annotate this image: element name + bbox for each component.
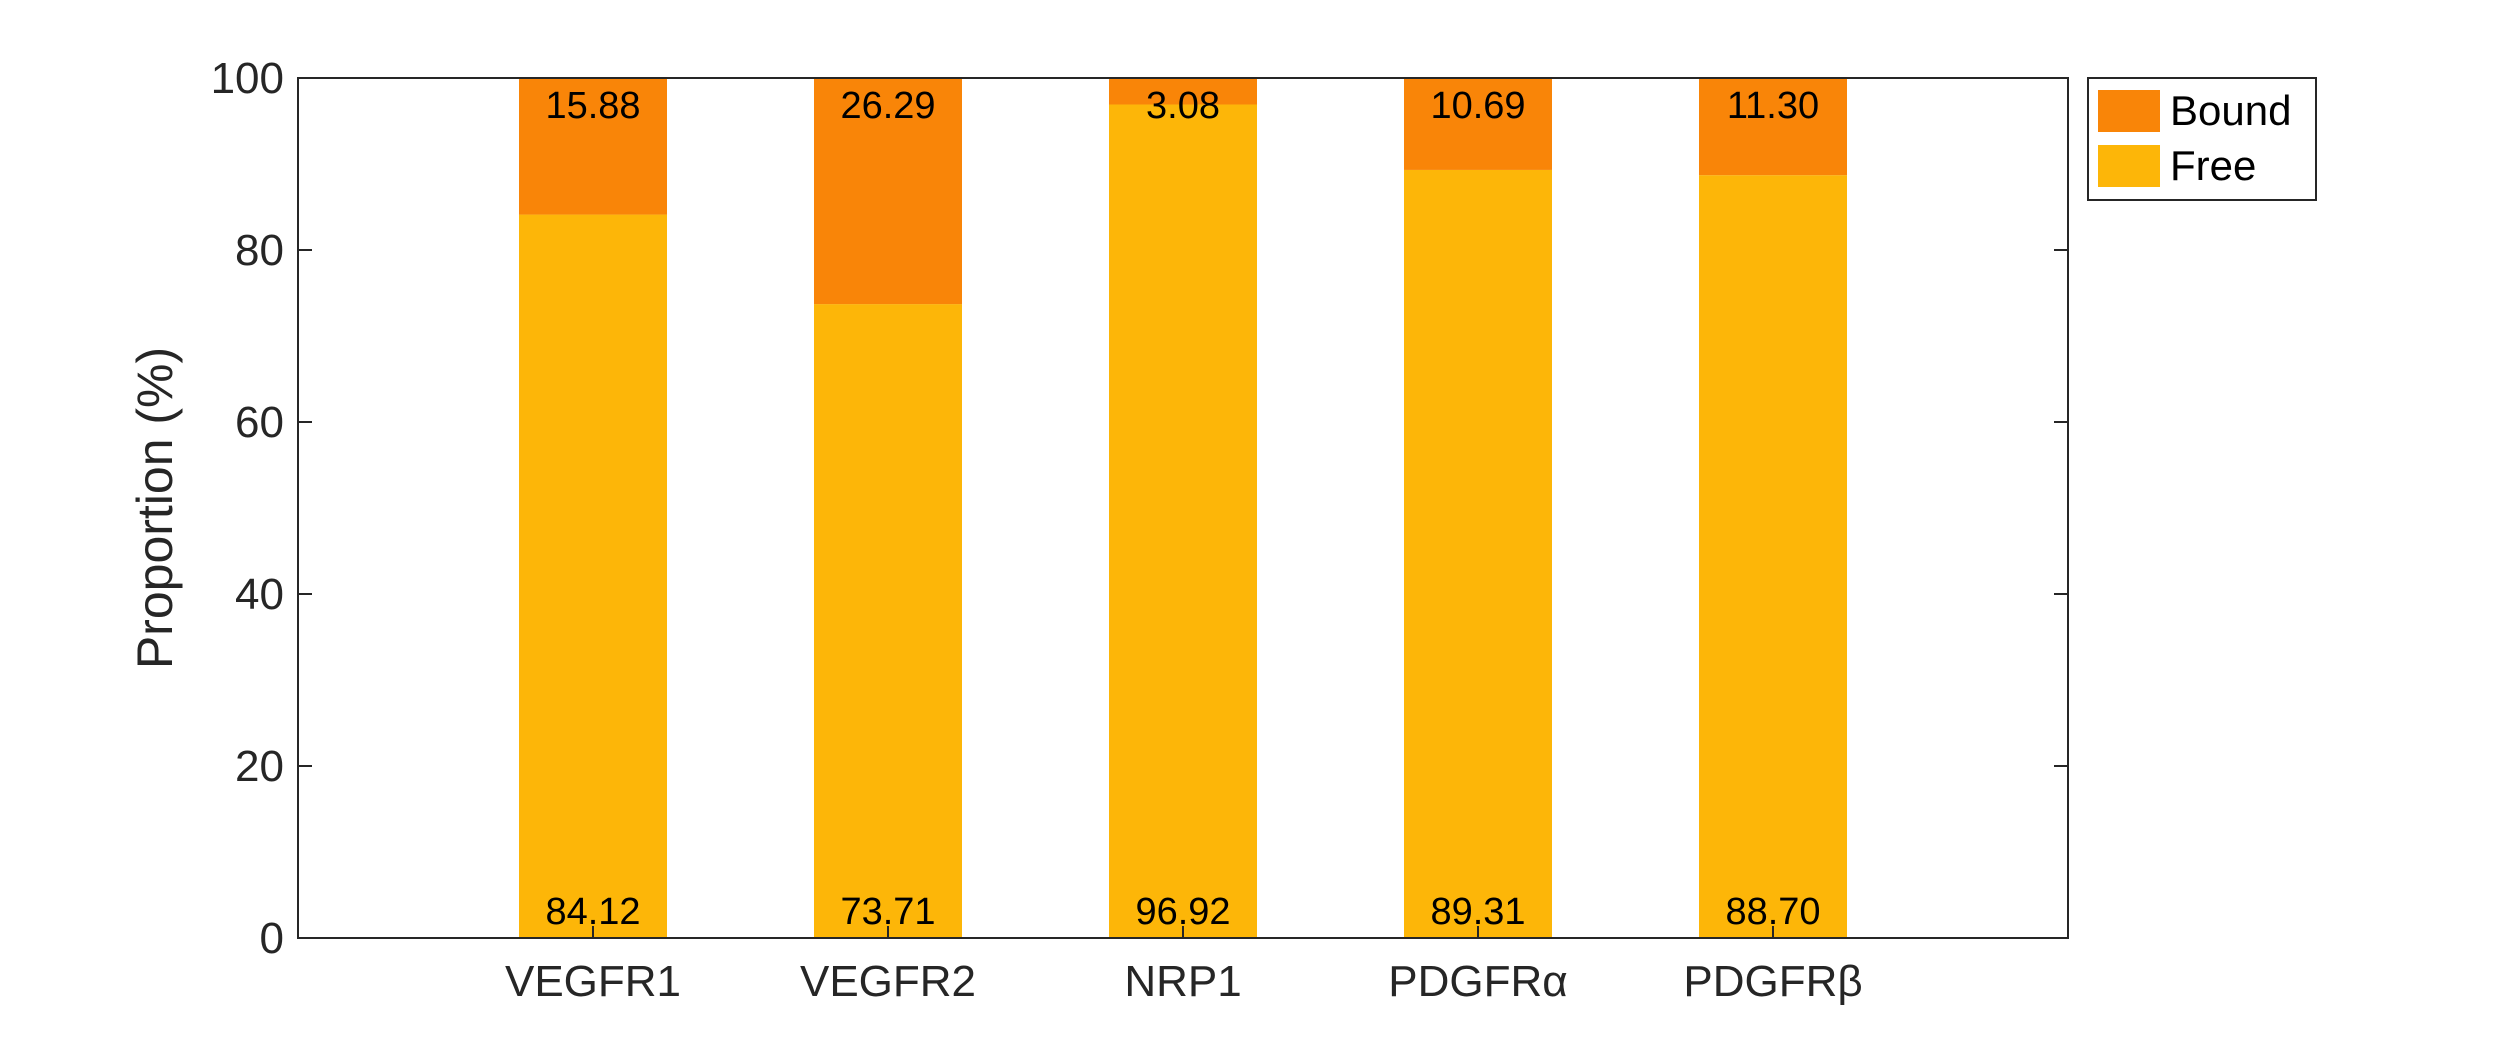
y-axis-label: Proportion (%) [127,347,183,669]
bar-bound-2 [1109,78,1257,105]
legend-swatch-free [2098,145,2160,187]
bar-free-1 [814,304,962,938]
x-tick-label-4: PDGFRβ [1683,957,1862,1006]
y-tick-label-4: 80 [235,226,284,275]
x-tick-label-2: NRP1 [1124,957,1241,1006]
ticks-layer: VEGFR1 VEGFR2 NRP1 PDGFRα PDGFRβ 0 20 40 60 80 100 [211,54,2068,1006]
bars-layer [519,78,1847,939]
legend-label-bound: Bound [2170,87,2291,134]
legend-swatch-bound [2098,90,2160,132]
bar-bound-4 [1699,78,1847,176]
data-labels-layer: 15.88 84.12 26.29 73.71 3.08 96.92 10.69 89.31 1… [545,85,1820,933]
x-tick-label-3: PDGFRα [1388,957,1567,1006]
y-tick-label-5: 100 [211,54,284,103]
data-label-bound-2: 3.08 [1146,85,1220,127]
y-tick-label-0: 0 [260,914,284,963]
bar-free-2 [1109,104,1257,939]
data-label-bound-3: 10.69 [1430,85,1525,127]
bar-free-3 [1404,169,1552,938]
data-label-free-3: 89.31 [1430,891,1525,933]
x-tick-label-1: VEGFR2 [800,957,976,1006]
legend-label-free: Free [2170,142,2256,189]
bar-free-0 [519,214,667,938]
y-tick-label-2: 40 [235,570,284,619]
legend: Bound Free [2087,77,2317,201]
data-label-bound-1: 26.29 [840,85,935,127]
bar-free-4 [1699,175,1847,938]
bar-bound-1 [814,78,962,305]
data-label-bound-4: 11.30 [1727,85,1819,127]
data-label-bound-0: 15.88 [545,85,640,127]
data-label-free-4: 88.70 [1725,891,1820,933]
x-tick-label-0: VEGFR1 [505,957,681,1006]
bar-bound-0 [519,78,667,215]
data-label-free-0: 84.12 [545,891,640,933]
bar-bound-3 [1404,78,1552,170]
y-tick-label-3: 60 [235,398,284,447]
data-label-free-2: 96.92 [1135,891,1230,933]
data-label-free-1: 73.71 [840,891,935,933]
y-tick-label-1: 20 [235,742,284,791]
